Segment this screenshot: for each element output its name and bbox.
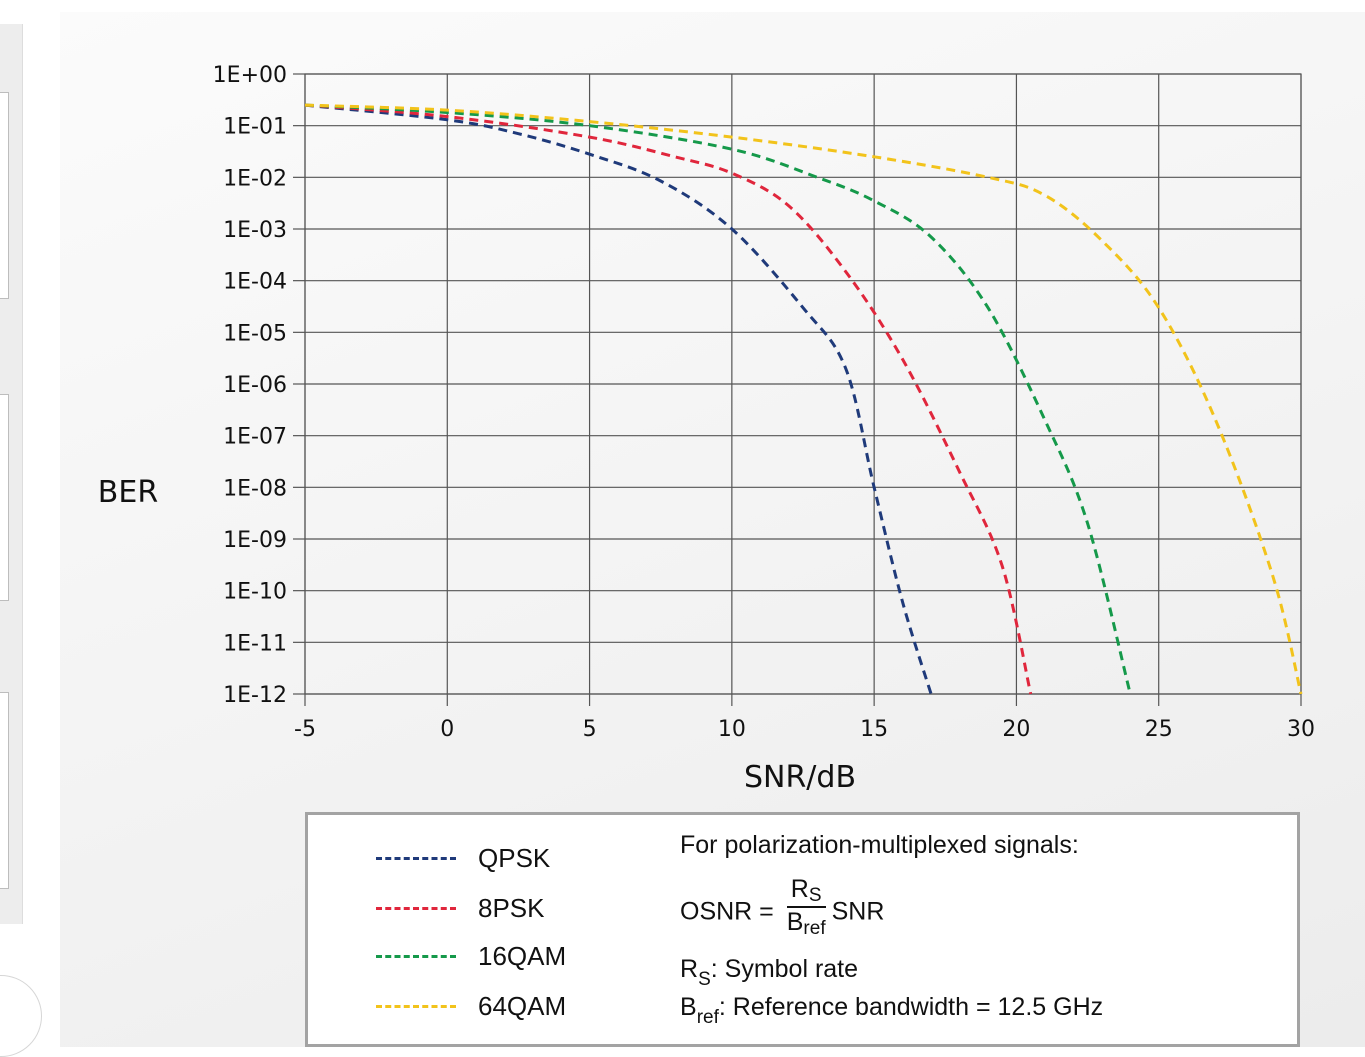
formula-fraction: RS Bref [786,875,826,939]
y-tick-label: 1E-12 [223,683,287,708]
y-tick-label: 1E-11 [223,631,287,656]
y-tick-label: 1E-02 [223,166,287,191]
rs-symbol: R [680,955,699,983]
reference-bandwidth-note: Bref: Reference bandwidth = 12.5 GHz [680,993,1104,1028]
y-tick-label: 1E-03 [223,218,287,243]
rs-text: : Symbol rate [710,955,859,983]
x-tick-label: 15 [860,717,888,742]
thumbnail-frame [0,92,9,299]
x-tick-label: -5 [294,717,316,742]
formula-rhs: SNR [831,897,885,926]
osnr-formula: OSNR = RS Bref SNR [680,875,885,945]
formula-numerator-sub: S [808,885,822,906]
y-tick-label: 1E-10 [223,580,287,605]
symbol-rate-note: RS: Symbol rate [680,955,859,990]
legend-label-16qam: 16QAM [478,941,567,971]
y-axis-title: BER [98,475,158,510]
series-line-8psk [304,103,1033,695]
x-axis-title: SNR/dB [744,760,856,795]
formula-denominator: B [786,908,804,936]
legend-swatch-64qam [376,1005,456,1008]
formula-denominator-sub: ref [803,918,826,939]
tick-labels: 1E+00 1E-01 1E-02 1E-03 1E-04 1E-05 1E-06 1E-07… [213,63,1315,742]
legend-swatch-8psk [376,907,456,910]
legend-label-qpsk: QPSK [478,843,551,873]
y-tick-label: 1E-06 [223,373,287,398]
note-heading: For polarization-multiplexed signals: [680,831,1079,859]
grid-layer [293,73,1302,706]
series-layer [304,103,1303,695]
formula-lhs: OSNR = [680,897,781,926]
x-tick-label: 25 [1145,717,1173,742]
y-tick-label: 1E-09 [223,528,287,553]
legend-swatch-16qam [376,955,456,958]
y-tick-label: 1E+00 [213,63,287,88]
x-tick-label: 20 [1002,717,1030,742]
legend-label-64qam: 64QAM [478,991,567,1021]
thumbnail-frame [0,692,9,889]
legend-box: QPSK 8PSK 16QAM 64QAM For polarization-m… [305,812,1300,1047]
y-tick-label: 1E-04 [223,270,287,295]
y-tick-label: 1E-08 [223,476,287,501]
series-line-16qam [304,103,1132,695]
side-panel [0,24,23,924]
y-tick-label: 1E-01 [223,115,287,140]
bref-symbol: B [680,993,697,1021]
formula-numerator: R [790,875,809,903]
bref-subscript: ref [696,1007,719,1028]
y-tick-label: 1E-07 [223,425,287,450]
bref-text: : Reference bandwidth = 12.5 GHz [718,993,1104,1021]
series-line-64qam [304,103,1303,695]
x-tick-label: 30 [1287,717,1315,742]
x-tick-label: 0 [440,717,454,742]
legend-label-8psk: 8PSK [478,893,545,923]
thumbnail-frame [0,394,9,601]
legend-swatch-qpsk [376,857,456,860]
rs-subscript: S [698,969,711,990]
x-tick-label: 10 [718,717,746,742]
series-line-qpsk [304,103,933,695]
x-tick-label: 5 [583,717,597,742]
y-tick-label: 1E-05 [223,321,287,346]
